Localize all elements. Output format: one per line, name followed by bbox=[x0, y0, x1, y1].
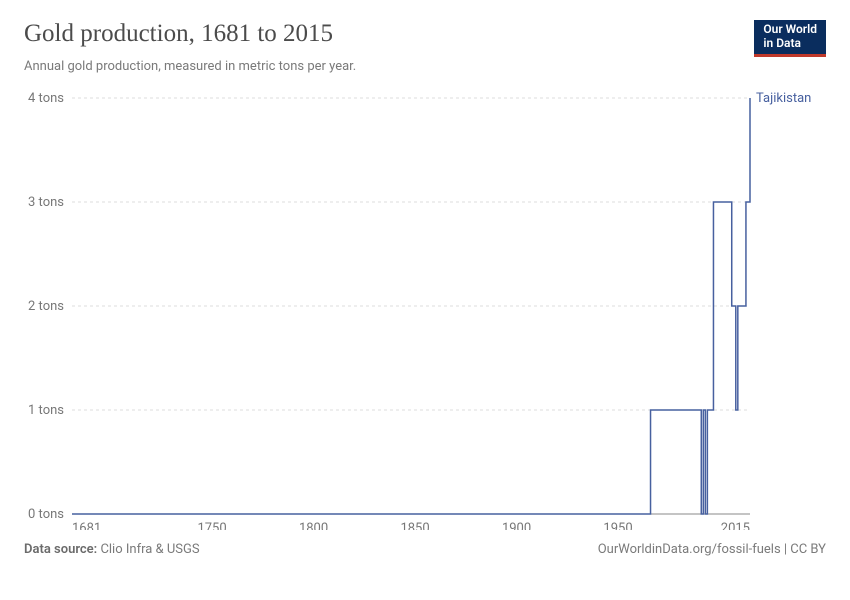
chart-subtitle: Annual gold production, measured in metr… bbox=[24, 59, 826, 74]
y-tick-label: 1 tons bbox=[28, 403, 64, 418]
attribution: OurWorldinData.org/fossil-fuels | CC BY bbox=[598, 542, 826, 557]
y-tick-label: 2 tons bbox=[28, 299, 64, 314]
x-tick-label: 1950 bbox=[603, 521, 632, 530]
x-tick-label: 1681 bbox=[72, 521, 101, 530]
chart-plot-area: 0 tons 1 tons 2 tons 3 tons 4 tons 1681 1750 18… bbox=[24, 92, 826, 530]
chart-title: Gold production, 1681 to 2015 bbox=[24, 20, 333, 48]
x-tick-label: 2015 bbox=[721, 521, 750, 530]
x-tick-label: 1850 bbox=[400, 521, 429, 530]
chart-footer: Data source: Clio Infra & USGS OurWorldi… bbox=[24, 542, 826, 557]
series-label: Tajikistan bbox=[756, 92, 811, 106]
data-source: Data source: Clio Infra & USGS bbox=[24, 542, 200, 557]
y-tick-label: 4 tons bbox=[28, 92, 64, 106]
x-tick-label: 1800 bbox=[299, 521, 328, 530]
x-tick-label: 1900 bbox=[502, 521, 531, 530]
y-tick-label: 3 tons bbox=[28, 195, 64, 210]
y-tick-label: 0 tons bbox=[28, 507, 64, 522]
owid-logo: Our World in Data bbox=[754, 20, 826, 57]
x-tick-label: 1750 bbox=[197, 521, 226, 530]
